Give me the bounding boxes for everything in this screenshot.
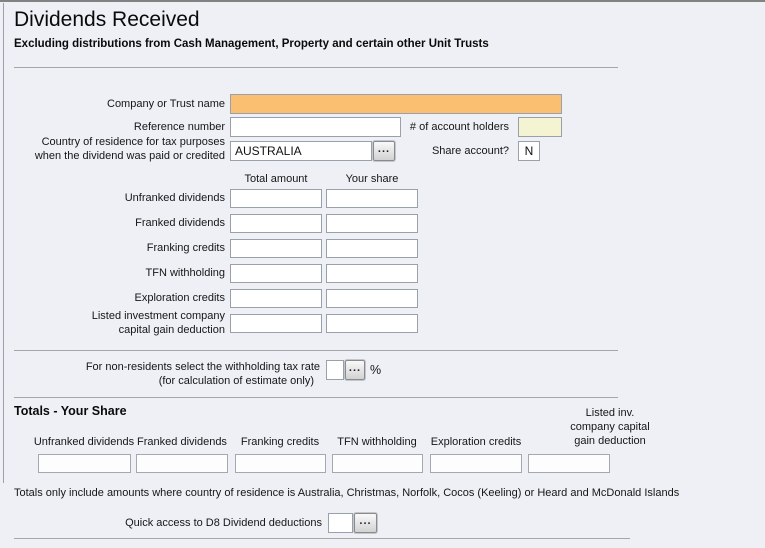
totals-tfn-header: TFN withholding [337,436,417,448]
totals-lic-header: Listed inv. company capital gain deducti… [545,406,675,448]
share-account-label: Share account? [431,145,509,157]
totals-franked-value [136,454,228,473]
account-holders-label: # of account holders [409,121,509,133]
unfranked-dividends-total-input[interactable] [230,189,322,208]
share-account-input[interactable] [518,141,540,161]
franking-credits-label: Franking credits [146,242,225,254]
page-title: Dividends Received [14,8,200,31]
totals-note: Totals only include amounts where countr… [14,487,680,499]
account-holders-input[interactable] [518,117,562,137]
divider-bottom [14,538,630,539]
tfn-withholding-total-input[interactable] [230,264,322,283]
totals-franked-header: Franked dividends [137,436,227,448]
quick-access-input[interactable] [328,513,353,533]
withholding-rate-label-line2: (for calculation of estimate only) [158,375,314,387]
totals-lic-value [528,454,610,473]
totals-lic-header-line3: gain deduction [574,435,646,447]
divider-totals [14,397,618,398]
page-subtitle: Excluding distributions from Cash Manage… [14,38,489,50]
unfranked-dividends-share-input[interactable] [326,189,418,208]
column-header-your-share: Your share [345,173,399,185]
exploration-credits-share-input[interactable] [326,289,418,308]
tfn-withholding-label: TFN withholding [145,267,225,279]
totals-heading: Totals - Your Share [14,404,127,418]
totals-lic-header-line1: Listed inv. [585,407,635,419]
unfranked-dividends-label: Unfranked dividends [124,192,225,204]
exploration-credits-label: Exploration credits [134,292,226,304]
totals-tfn-value [332,454,423,473]
exploration-credits-total-input[interactable] [230,289,322,308]
franked-dividends-label: Franked dividends [135,217,225,229]
quick-access-picker-button[interactable]: ... [354,513,377,533]
franking-credits-total-input[interactable] [230,239,322,258]
withholding-rate-input[interactable] [326,360,344,380]
column-header-total-amount: Total amount [244,173,308,185]
lic-deduction-label-line1: Listed investment company [91,310,225,322]
lic-deduction-share-input[interactable] [326,314,418,333]
panel-top-border [0,0,765,2]
withholding-rate-label-line1: For non-residents select the withholding… [85,361,320,373]
reference-number-label: Reference number [133,121,225,133]
lic-deduction-label-line2: capital gain deduction [118,324,225,336]
lic-deduction-total-input[interactable] [230,314,322,333]
country-label-line1: Country of residence for tax purposes [41,136,225,148]
country-input[interactable] [230,141,372,161]
panel-left-border [3,3,4,483]
franked-dividends-share-input[interactable] [326,214,418,233]
franked-dividends-total-input[interactable] [230,214,322,233]
totals-lic-header-line2: company capital [570,421,650,433]
percent-sign: % [370,363,382,377]
country-label-line2: when the dividend was paid or credited [34,150,225,162]
tfn-withholding-share-input[interactable] [326,264,418,283]
company-name-label: Company or Trust name [107,98,225,110]
totals-unfranked-value [38,454,131,473]
divider-withholding [14,350,618,351]
reference-number-input[interactable] [230,117,401,137]
quick-access-label: Quick access to D8 Dividend deductions [125,517,322,529]
company-name-input[interactable] [230,94,562,114]
totals-exploration-header: Exploration credits [430,436,522,448]
country-picker-button[interactable]: ... [373,141,395,161]
withholding-rate-picker-button[interactable]: ... [345,360,365,380]
totals-exploration-value [430,454,522,473]
totals-unfranked-header: Unfranked dividends [33,436,135,448]
totals-franking-credits-value [235,454,326,473]
franking-credits-share-input[interactable] [326,239,418,258]
totals-franking-credits-header: Franking credits [240,436,320,448]
divider-header [14,67,618,68]
